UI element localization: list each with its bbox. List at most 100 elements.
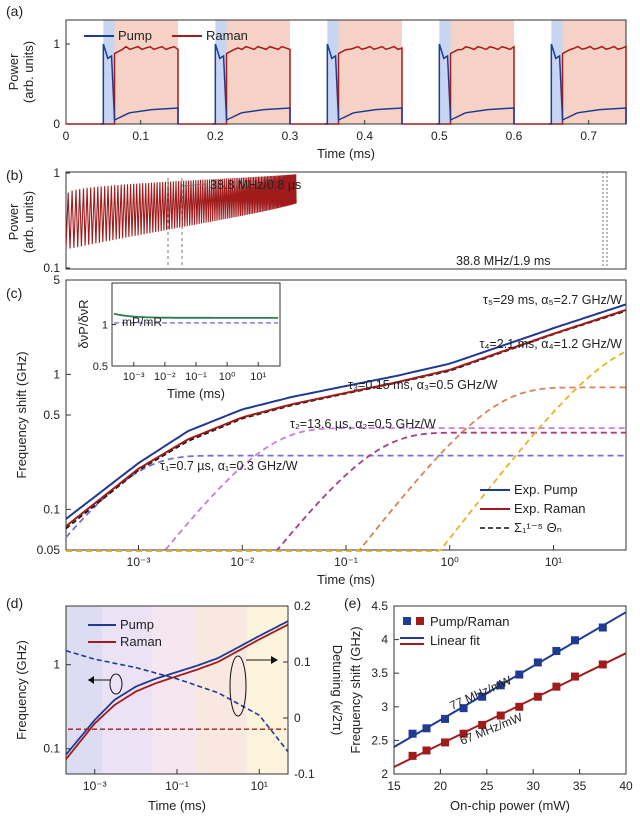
raman-data-point: [533, 692, 542, 701]
pump-phase-shade: [103, 20, 115, 124]
inset-x-label: Time (ms): [167, 386, 225, 401]
raman-frequency: [65, 623, 289, 760]
legend-sum: Σ₁¹⁻⁵ Θₙ: [514, 520, 562, 535]
exp-pump-curve: [65, 303, 627, 520]
inset-x-tick-label: 10⁻¹: [185, 371, 207, 383]
pump-data-point: [496, 681, 505, 690]
raman-data-point: [598, 660, 607, 669]
inset-y-tick-label: 1: [102, 320, 108, 332]
raman-phase-shade: [562, 20, 626, 124]
legend-pump: Pump: [120, 617, 154, 632]
raman-data-point: [552, 682, 561, 691]
raman-data-point: [441, 738, 450, 747]
slope-raman: 67 MHz/mW: [458, 710, 525, 748]
panel-d: (d) 10⁻³ 10⁻¹ 10¹ 0.1 1 -0.1 0 0.1 0.2 Pump Rama…: [6, 595, 345, 813]
legend-pump-raman: Pump/Raman: [430, 614, 509, 629]
y-tick-label: 1: [53, 166, 60, 180]
y-right-tick-label: 0.2: [294, 599, 311, 613]
y-tick-label: 3.5: [371, 666, 388, 680]
raman-data-point: [515, 702, 524, 711]
y-tick-label: 0: [53, 117, 60, 131]
legend-raman: Raman: [206, 28, 248, 43]
time-band-shade: [101, 606, 153, 774]
pump-detuning: [65, 650, 289, 753]
legend-raman: Raman: [120, 634, 162, 649]
raman-phase-shade: [114, 20, 178, 124]
pump-data-point: [478, 692, 487, 701]
x-tick-label: 0.4: [356, 129, 373, 143]
x-tick-label: 0.3: [282, 129, 299, 143]
x-tick-label: 10⁻¹: [165, 779, 189, 793]
inset-x-tick-label: 10⁻²: [154, 371, 176, 383]
x-tick-label: 0.1: [132, 129, 149, 143]
x-tick-label: 10¹: [545, 555, 562, 569]
x-axis-label: Time (ms): [317, 572, 375, 587]
y-axis-label: Power: [6, 53, 21, 91]
pump-phase-shade: [551, 20, 563, 124]
legend-e: Pump/Raman Linear fit: [400, 614, 509, 648]
y-tick-label: 4.5: [371, 599, 388, 613]
x-tick-label: 15: [387, 779, 401, 793]
inset-x-tick-label: 10⁻³: [123, 371, 145, 383]
annotation-arrow: [183, 183, 207, 187]
y-tick-label: 1: [53, 367, 60, 381]
y-axis-label: Power: [6, 203, 21, 241]
y-tick-label: 1: [53, 37, 60, 51]
y-tick-label: 0.1: [43, 261, 60, 275]
x-tick-label: 25: [480, 779, 494, 793]
pump-data-point: [598, 623, 607, 632]
y-tick-label: 3: [381, 700, 388, 714]
x-tick-label: 10⁻³: [127, 555, 151, 569]
raman-phase-shade: [226, 20, 290, 124]
time-band-shade: [152, 606, 197, 774]
component-label-4: τ₄=2.1 ms, α₄=1.2 GHz/W: [479, 337, 622, 351]
pump-phase-shade: [327, 20, 339, 124]
annotation-short: 38.8 MHz/0.8 µs: [210, 178, 301, 192]
x-tick-label: 10⁰: [441, 555, 459, 569]
raman-data-point: [570, 672, 579, 681]
component-label-5: τ₅=29 ms, α₅=2.7 GHz/W: [483, 293, 622, 307]
pump-data-point: [441, 714, 450, 723]
inset-y-label: δνP/δνR: [76, 299, 91, 348]
legend-linear-fit: Linear fit: [430, 633, 480, 648]
raman-linear-fit: [393, 652, 627, 768]
annotation-long: 38.8 MHz/1.9 ms: [456, 254, 550, 268]
y-right-tick-label: 0.1: [294, 655, 311, 669]
y-right-tick-label: -0.1: [294, 767, 315, 781]
pump-linear-fit: [393, 611, 627, 748]
y-tick-label: 1: [53, 658, 60, 672]
pump-phase-shade: [439, 20, 451, 124]
pump-data-point: [570, 636, 579, 645]
raman-phase-shade: [338, 20, 402, 124]
pump-frequency: [65, 620, 289, 756]
x-axis-label: Time (ms): [317, 146, 375, 161]
raman-trace: [66, 45, 627, 125]
mass-ratio-label: mP/mR: [122, 315, 162, 329]
arrow-left-head: [88, 676, 94, 684]
x-axis-label: On-chip power (mW): [450, 798, 570, 813]
inset-x-tick-label: 10⁰: [219, 371, 236, 383]
x-tick-label: 10⁻²: [230, 555, 254, 569]
y-tick-label: 5: [53, 273, 60, 287]
x-tick-label: 0.2: [207, 129, 224, 143]
axis-indicator-right: [229, 655, 247, 717]
raman-oscillation: [65, 174, 297, 249]
raman-data-point: [459, 729, 468, 738]
slope-pump: 77 MHz/mW: [448, 673, 515, 713]
panel-a: (a) 0 0.1 0.2 0.3 0.4 0.5 0.6 0.701 Pump Raman …: [6, 3, 627, 161]
ratio-curve: [113, 312, 278, 319]
component-label-2: τ₂=13.6 µs, α₂=0.5 GHz/W: [290, 417, 436, 431]
y-axis-right-label: Detuning (κ/2π): [330, 645, 345, 736]
x-tick-label: 0.7: [580, 129, 597, 143]
y-tick-label: 2: [381, 767, 388, 781]
component-label-1: τ₁=0.7 µs, α₁=0.3 GHz/W: [160, 459, 298, 473]
x-tick-label: 0.6: [506, 129, 523, 143]
legend-c: Exp. Pump Exp. Raman Σ₁¹⁻⁵ Θₙ: [480, 482, 586, 535]
y-tick-label: 0.1: [43, 502, 60, 516]
y-tick-label: 0.05: [37, 543, 61, 557]
legend-pump: Pump: [118, 28, 152, 43]
pump-data-point: [533, 658, 542, 667]
raman-data-point: [478, 720, 487, 729]
component-curve-1: [65, 454, 626, 538]
